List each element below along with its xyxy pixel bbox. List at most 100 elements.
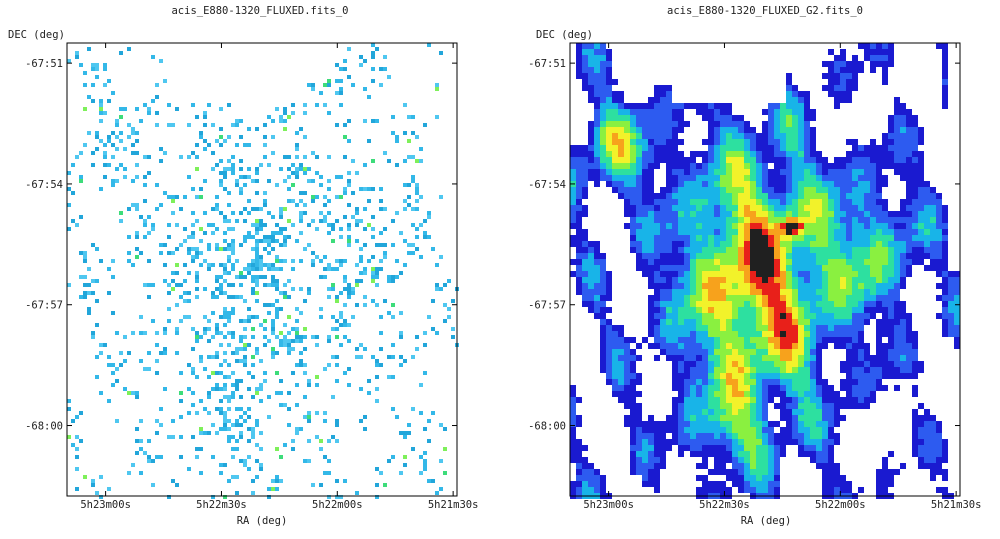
- image-pixel: [636, 439, 642, 445]
- image-pixel: [726, 469, 732, 475]
- image-pixel: [780, 445, 786, 451]
- image-pixel: [195, 195, 199, 199]
- image-pixel: [708, 133, 714, 139]
- image-pixel: [888, 163, 894, 169]
- image-pixel: [756, 487, 762, 493]
- image-pixel: [678, 235, 684, 241]
- image-pixel: [71, 163, 75, 167]
- image-pixel: [383, 243, 387, 247]
- image-pixel: [407, 251, 411, 255]
- image-pixel: [840, 253, 846, 259]
- image-pixel: [732, 259, 738, 265]
- image-pixel: [383, 255, 387, 259]
- image-pixel: [660, 307, 666, 313]
- image-pixel: [894, 127, 900, 133]
- image-pixel: [606, 157, 612, 163]
- image-pixel: [744, 151, 750, 157]
- image-pixel: [163, 331, 167, 335]
- image-pixel: [678, 175, 684, 181]
- image-pixel: [271, 151, 275, 155]
- image-pixel: [822, 277, 828, 283]
- image-pixel: [219, 291, 223, 295]
- image-pixel: [684, 289, 690, 295]
- image-pixel: [588, 163, 594, 169]
- image-pixel: [822, 259, 828, 265]
- image-pixel: [660, 439, 666, 445]
- image-pixel: [822, 415, 828, 421]
- image-pixel: [255, 247, 259, 251]
- image-pixel: [798, 421, 804, 427]
- image-pixel: [696, 319, 702, 325]
- image-pixel: [283, 443, 287, 447]
- image-pixel: [235, 439, 239, 443]
- image-pixel: [666, 301, 672, 307]
- image-pixel: [600, 121, 606, 127]
- image-pixel: [239, 431, 243, 435]
- image-pixel: [762, 319, 768, 325]
- image-pixel: [179, 283, 183, 287]
- image-pixel: [804, 289, 810, 295]
- image-pixel: [804, 241, 810, 247]
- image-pixel: [708, 151, 714, 157]
- image-pixel: [708, 187, 714, 193]
- image-pixel: [888, 337, 894, 343]
- image-pixel: [654, 313, 660, 319]
- image-pixel: [630, 337, 636, 343]
- image-pixel: [588, 133, 594, 139]
- image-pixel: [407, 195, 411, 199]
- image-pixel: [696, 187, 702, 193]
- image-pixel: [774, 253, 780, 259]
- image-pixel: [83, 71, 87, 75]
- image-pixel: [720, 397, 726, 403]
- image-pixel: [576, 253, 582, 259]
- image-pixel: [187, 411, 191, 415]
- image-pixel: [582, 253, 588, 259]
- image-pixel: [648, 109, 654, 115]
- image-pixel: [876, 163, 882, 169]
- image-pixel: [744, 409, 750, 415]
- image-pixel: [287, 167, 291, 171]
- image-pixel: [894, 271, 900, 277]
- image-pixel: [636, 229, 642, 235]
- image-pixel: [786, 259, 792, 265]
- image-pixel: [612, 109, 618, 115]
- image-pixel: [684, 169, 690, 175]
- image-pixel: [828, 187, 834, 193]
- image-pixel: [594, 265, 600, 271]
- image-pixel: [594, 307, 600, 313]
- image-pixel: [179, 319, 183, 323]
- image-pixel: [612, 331, 618, 337]
- image-pixel: [263, 123, 267, 127]
- image-pixel: [279, 115, 283, 119]
- image-pixel: [678, 379, 684, 385]
- image-pixel: [403, 435, 407, 439]
- image-pixel: [756, 457, 762, 463]
- image-pixel: [211, 231, 215, 235]
- image-pixel: [816, 169, 822, 175]
- image-pixel: [828, 253, 834, 259]
- image-pixel: [335, 219, 339, 223]
- image-pixel: [738, 457, 744, 463]
- image-pixel: [720, 457, 726, 463]
- image-pixel: [708, 325, 714, 331]
- image-pixel: [750, 337, 756, 343]
- image-pixel: [930, 241, 936, 247]
- image-pixel: [948, 301, 954, 307]
- image-pixel: [720, 145, 726, 151]
- image-pixel: [726, 301, 732, 307]
- image-pixel: [894, 211, 900, 217]
- image-pixel: [231, 247, 235, 251]
- image-pixel: [810, 133, 816, 139]
- image-pixel: [804, 259, 810, 265]
- image-pixel: [732, 331, 738, 337]
- image-pixel: [696, 343, 702, 349]
- image-pixel: [900, 259, 906, 265]
- image-pixel: [588, 97, 594, 103]
- image-pixel: [924, 205, 930, 211]
- image-pixel: [267, 263, 271, 267]
- image-pixel: [227, 247, 231, 251]
- image-pixel: [828, 289, 834, 295]
- image-pixel: [924, 199, 930, 205]
- image-pixel: [846, 73, 852, 79]
- image-pixel: [183, 279, 187, 283]
